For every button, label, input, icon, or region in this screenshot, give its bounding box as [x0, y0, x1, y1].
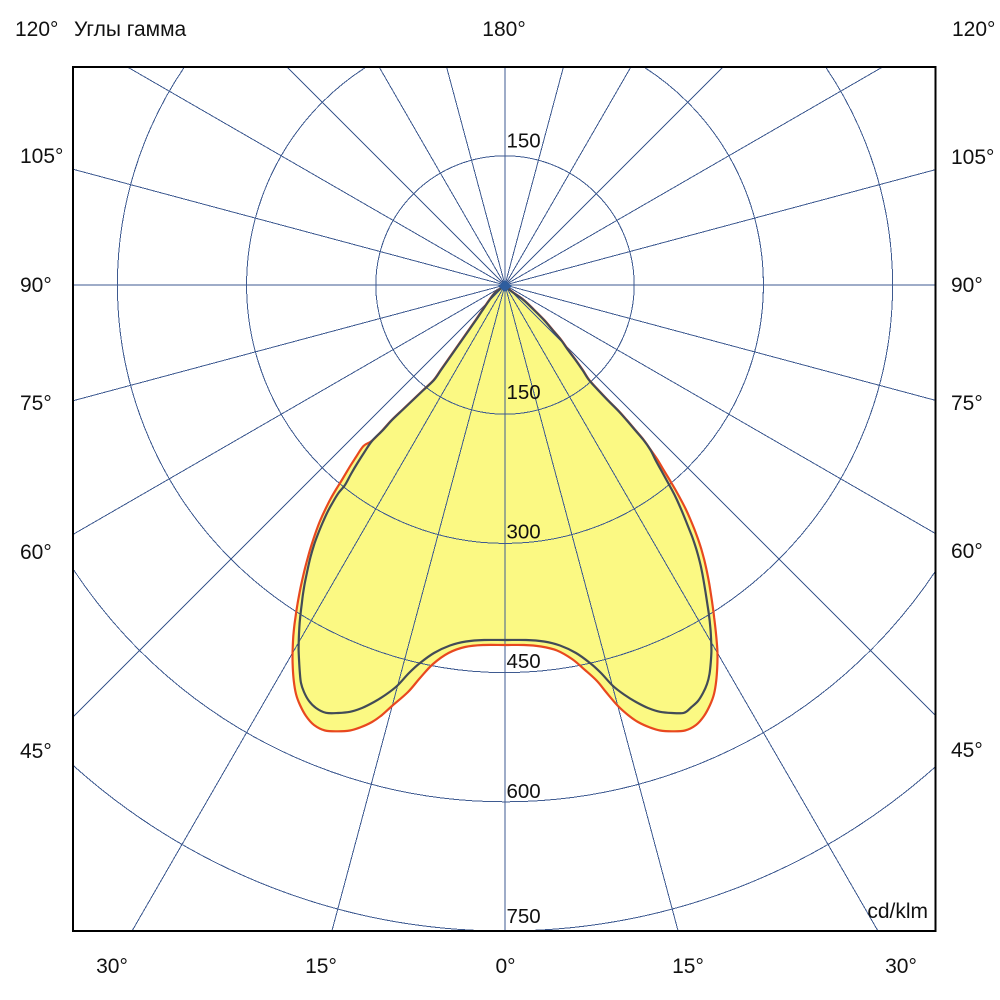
svg-text:90°: 90° [20, 274, 52, 297]
svg-text:Углы гамма: Углы гамма [74, 18, 187, 41]
svg-text:450: 450 [507, 650, 541, 673]
svg-text:180°: 180° [482, 18, 525, 41]
svg-text:105°: 105° [951, 146, 994, 169]
svg-text:300: 300 [507, 521, 541, 544]
svg-text:90°: 90° [951, 274, 983, 297]
svg-text:150: 150 [507, 130, 541, 153]
svg-text:0°: 0° [495, 955, 515, 978]
svg-text:75°: 75° [20, 392, 52, 415]
svg-text:15°: 15° [305, 955, 337, 978]
svg-text:60°: 60° [20, 541, 52, 564]
svg-text:600: 600 [507, 780, 541, 803]
svg-text:15°: 15° [672, 955, 704, 978]
svg-text:30°: 30° [885, 955, 917, 978]
svg-text:45°: 45° [20, 740, 52, 763]
svg-text:60°: 60° [951, 540, 983, 563]
svg-text:120°: 120° [952, 18, 995, 41]
svg-text:150: 150 [507, 381, 541, 404]
svg-text:30°: 30° [96, 955, 128, 978]
svg-text:45°: 45° [951, 739, 983, 762]
svg-text:75°: 75° [951, 392, 983, 415]
svg-text:120°: 120° [15, 18, 58, 41]
svg-text:cd/klm: cd/klm [867, 900, 928, 923]
svg-text:105°: 105° [20, 145, 63, 168]
svg-text:750: 750 [507, 905, 541, 928]
